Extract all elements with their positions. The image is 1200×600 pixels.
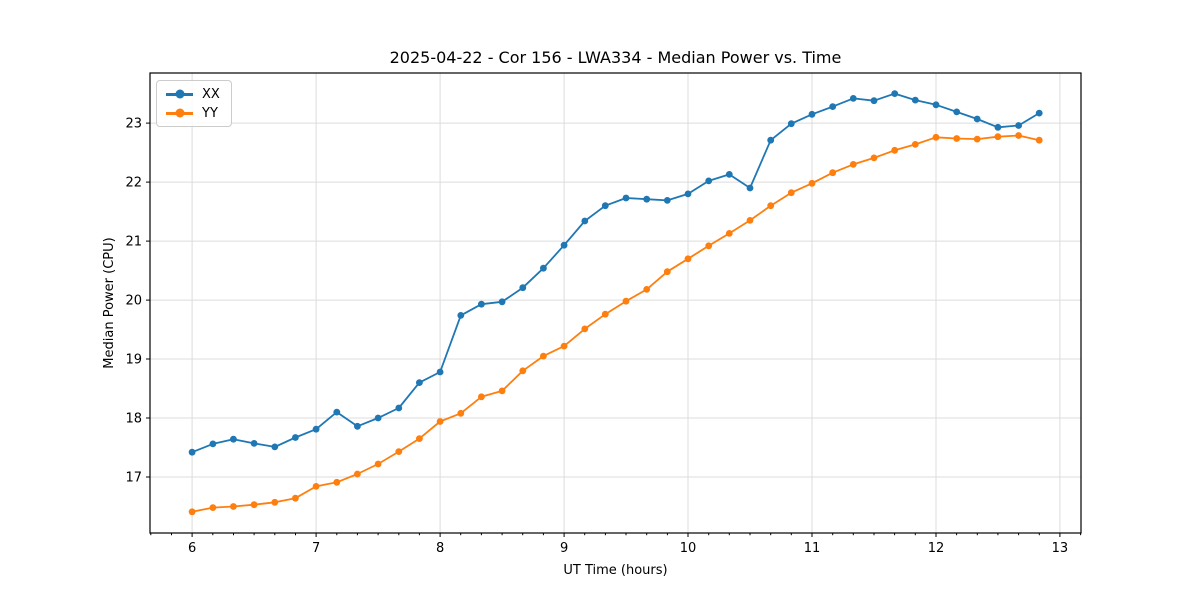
legend-marker-icon-xx <box>175 89 184 99</box>
legend-line-sample-xx <box>166 89 193 99</box>
svg-text:21: 21 <box>125 235 142 250</box>
legend: XX YY <box>156 80 232 127</box>
svg-text:12: 12 <box>928 541 945 556</box>
svg-text:19: 19 <box>125 353 142 368</box>
y-axis-label: Median Power (CPU) <box>102 237 117 369</box>
svg-text:18: 18 <box>125 412 142 427</box>
svg-text:20: 20 <box>125 294 142 309</box>
x-axis-label: UT Time (hours) <box>563 563 668 578</box>
legend-label-xx: XX <box>202 86 220 102</box>
legend-line-sample-yy <box>166 108 193 118</box>
svg-text:8: 8 <box>436 541 444 556</box>
svg-text:10: 10 <box>680 541 697 556</box>
svg-text:6: 6 <box>188 541 196 556</box>
svg-text:17: 17 <box>125 471 142 486</box>
chart-title: 2025-04-22 - Cor 156 - LWA334 - Median P… <box>389 48 842 67</box>
svg-text:13: 13 <box>1052 541 1069 556</box>
legend-item-yy: YY <box>166 105 220 121</box>
legend-label-yy: YY <box>202 105 218 121</box>
legend-item-xx: XX <box>166 86 220 102</box>
svg-text:23: 23 <box>125 117 142 132</box>
svg-text:7: 7 <box>312 541 320 556</box>
legend-marker-icon-yy <box>175 108 184 118</box>
svg-text:11: 11 <box>804 541 821 556</box>
svg-text:22: 22 <box>125 176 142 191</box>
svg-text:9: 9 <box>560 541 568 556</box>
